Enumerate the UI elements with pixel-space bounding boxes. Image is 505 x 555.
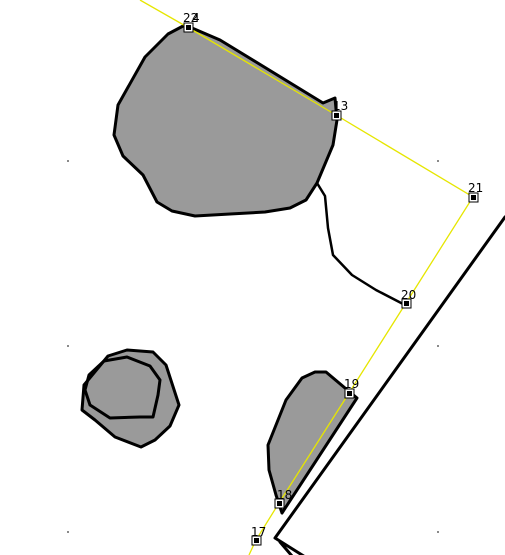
curve-line[interactable] xyxy=(315,182,406,307)
vertex-label: 19 xyxy=(344,377,359,391)
vertex-label: 18 xyxy=(277,488,292,502)
small-blob-inner-outline xyxy=(83,355,162,420)
vertex-handle[interactable] xyxy=(331,110,342,121)
diagonal-border-shape[interactable] xyxy=(273,215,505,555)
vertex-handle[interactable] xyxy=(401,298,412,309)
vertex-handle[interactable] xyxy=(251,535,262,546)
vertex-label: 17 xyxy=(251,525,266,539)
vertex-label: 13 xyxy=(333,99,348,113)
small-blob-shape[interactable] xyxy=(80,348,181,449)
grid-dots xyxy=(67,160,439,533)
large-blob-shape[interactable] xyxy=(112,23,339,218)
lower-blob-shape[interactable] xyxy=(266,370,359,515)
vertex-handle[interactable] xyxy=(344,388,355,399)
vertex-handle[interactable] xyxy=(468,192,479,203)
vertex-label: 21 xyxy=(468,181,483,195)
vertex-handles xyxy=(183,22,479,546)
vertex-label: 20 xyxy=(401,288,416,302)
vertex-label: 22 xyxy=(183,11,198,25)
vertex-handle[interactable] xyxy=(274,498,285,509)
vertex-label: 4 xyxy=(192,11,200,25)
vertex-handle[interactable] xyxy=(183,22,194,33)
vertex-labels: 22 4 13 21 20 19 18 17 xyxy=(183,11,483,539)
